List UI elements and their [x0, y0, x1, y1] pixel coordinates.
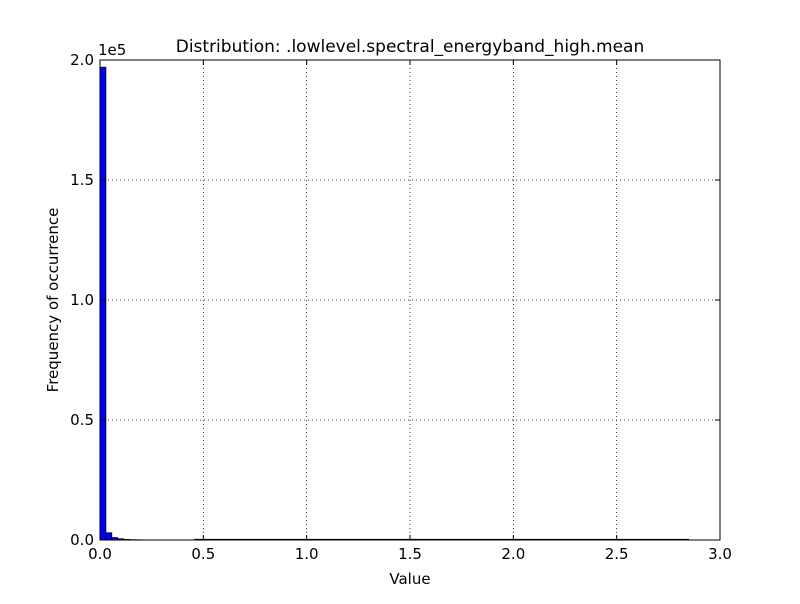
x-axis-label: Value	[389, 570, 430, 588]
x-tick-label: 0.5	[191, 545, 215, 563]
y-tick-label: 0.0	[70, 531, 94, 549]
y-tick-label: 0.5	[70, 411, 94, 429]
chart-title: Distribution: .lowlevel.spectral_energyb…	[176, 37, 645, 57]
histogram-bar	[100, 67, 106, 540]
y-tick-label: 2.0	[70, 51, 94, 69]
x-tick-label: 2.0	[501, 545, 525, 563]
y-tick-label: 1.5	[70, 171, 94, 189]
y-multiplier-label: 1e5	[98, 41, 126, 59]
x-tick-label: 1.0	[295, 545, 319, 563]
x-tick-label: 2.5	[605, 545, 629, 563]
x-tick-label: 1.5	[398, 545, 422, 563]
y-tick-label: 1.0	[70, 291, 94, 309]
y-axis-label: Frequency of occurrence	[44, 208, 62, 393]
x-tick-label: 3.0	[708, 545, 732, 563]
histogram-bar	[106, 533, 112, 540]
